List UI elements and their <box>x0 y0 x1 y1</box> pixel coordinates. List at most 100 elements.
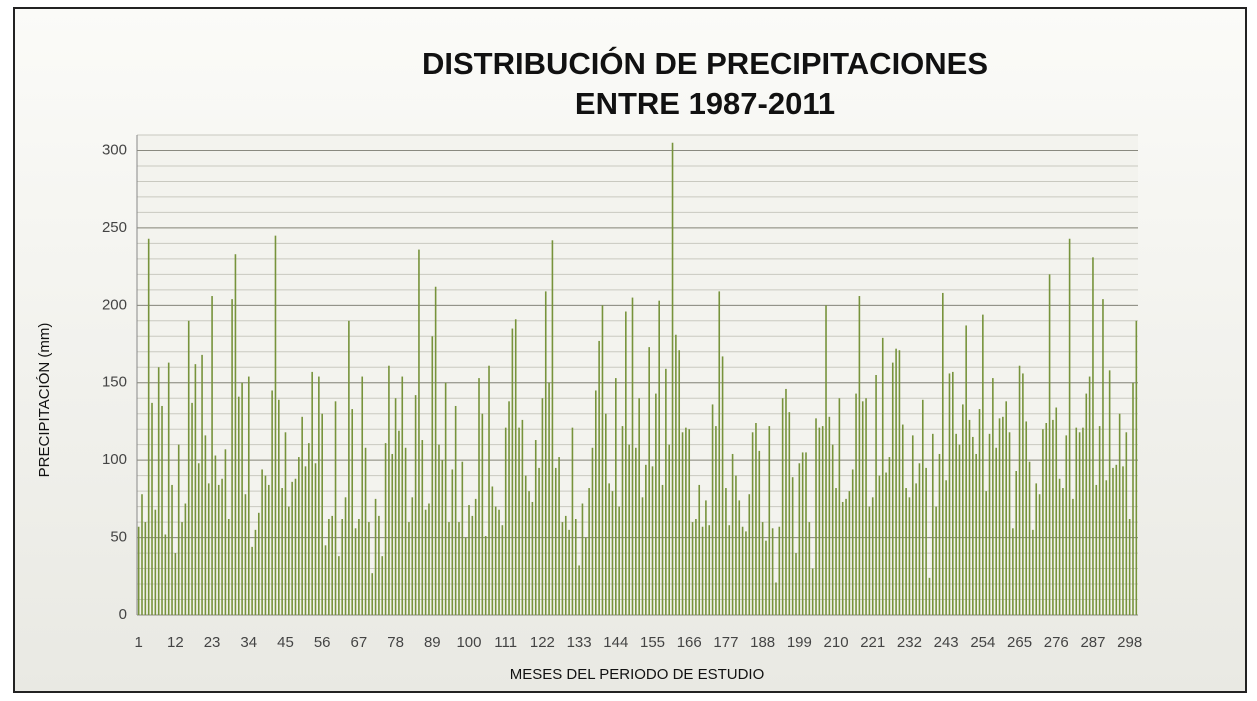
bar <box>398 430 400 615</box>
bar <box>538 467 540 615</box>
bar <box>294 478 297 615</box>
bar <box>821 426 824 615</box>
bar <box>878 475 881 615</box>
bar <box>881 337 884 615</box>
bar <box>551 240 554 615</box>
bar <box>584 537 587 615</box>
bar <box>1002 416 1004 615</box>
bar <box>908 497 911 615</box>
bar <box>835 488 837 615</box>
bar <box>678 350 681 615</box>
bar <box>521 419 524 615</box>
x-tick-label: 166 <box>677 634 702 651</box>
y-tick-label: 200 <box>102 296 127 313</box>
bar <box>708 525 711 615</box>
bar <box>955 433 957 615</box>
bar <box>675 334 677 615</box>
bar <box>1038 494 1041 615</box>
bar <box>207 483 210 615</box>
bar <box>931 433 934 615</box>
plot-area <box>137 135 1138 615</box>
x-tick-label: 56 <box>314 634 331 651</box>
bar <box>721 356 724 615</box>
bar <box>184 503 187 615</box>
bar <box>558 457 560 615</box>
bar <box>344 497 347 615</box>
bar <box>638 398 640 615</box>
bar <box>751 432 754 615</box>
bar <box>995 447 997 615</box>
bar <box>1095 484 1098 615</box>
bar <box>1118 413 1121 615</box>
bar <box>224 449 227 615</box>
bar <box>748 494 751 615</box>
bar <box>1045 423 1048 615</box>
x-tick-label: 23 <box>204 634 221 651</box>
x-tick-label: 78 <box>387 634 404 651</box>
bar <box>831 444 834 615</box>
bar <box>818 427 821 615</box>
bar <box>251 546 253 615</box>
bar <box>688 429 691 615</box>
x-tick-label: 100 <box>456 634 481 651</box>
bar <box>378 515 380 615</box>
bar <box>785 388 787 615</box>
bar <box>798 463 801 615</box>
bar <box>1102 299 1104 615</box>
bar <box>278 399 280 615</box>
bar <box>241 382 243 615</box>
bar <box>648 347 650 615</box>
bar <box>911 435 914 615</box>
bar <box>321 413 323 615</box>
bar <box>628 444 630 615</box>
bar <box>214 455 217 615</box>
x-axis-title: MESES DEL PERIODO DE ESTUDIO <box>510 666 765 683</box>
bar <box>968 419 971 615</box>
bar <box>855 393 857 615</box>
bar <box>1068 238 1071 615</box>
x-tick-label: 122 <box>530 634 555 651</box>
bar <box>464 537 467 615</box>
x-tick-label: 111 <box>494 634 517 651</box>
bar <box>237 396 240 615</box>
bar <box>227 519 230 615</box>
bar <box>374 498 377 615</box>
bar <box>745 531 747 615</box>
bar <box>428 503 430 615</box>
bar <box>871 497 874 615</box>
bar <box>1128 519 1131 615</box>
bar <box>514 319 517 615</box>
bar <box>841 501 844 615</box>
bar <box>958 444 961 615</box>
x-tick-label: 265 <box>1007 634 1032 651</box>
bar <box>715 426 717 615</box>
bar <box>478 378 480 615</box>
bar <box>945 480 947 615</box>
bar <box>444 382 447 615</box>
bar <box>1112 467 1114 615</box>
bar <box>264 475 267 615</box>
bar <box>161 405 163 615</box>
bar <box>845 498 847 615</box>
bar <box>578 565 580 615</box>
bar <box>635 447 637 615</box>
bar <box>474 498 477 615</box>
x-tick-label: 276 <box>1044 634 1069 651</box>
bar <box>354 528 357 615</box>
bar <box>388 365 390 615</box>
bar <box>1042 429 1044 615</box>
bar <box>921 399 924 615</box>
bar <box>935 506 937 615</box>
bar <box>962 404 964 615</box>
bar <box>1065 435 1068 615</box>
bar <box>1098 426 1101 615</box>
bar <box>167 362 170 615</box>
bar <box>1028 461 1031 615</box>
bar <box>1075 427 1078 615</box>
bar <box>598 340 600 615</box>
bar <box>574 519 577 615</box>
bar <box>304 466 307 615</box>
x-tick-label: 133 <box>567 634 592 651</box>
bar <box>1015 471 1018 615</box>
bar <box>788 412 791 615</box>
